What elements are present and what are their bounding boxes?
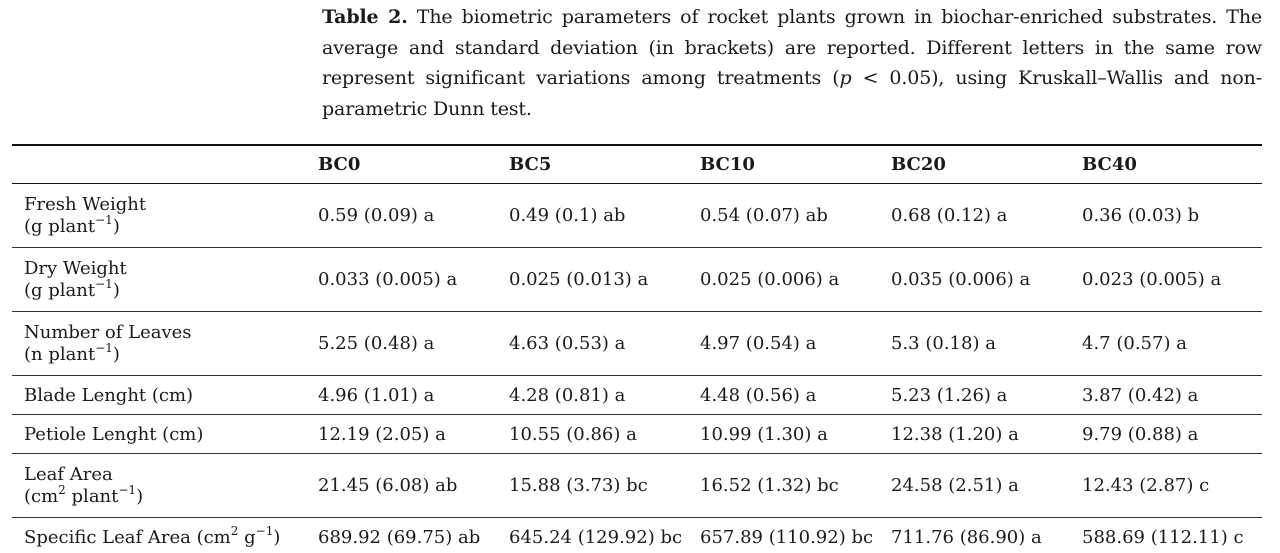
- param-name: Dry Weight: [24, 257, 127, 279]
- cell-bc20: 0.68 (0.12) a: [891, 183, 1082, 248]
- table-row: Fresh Weight (g plant−1) 0.59 (0.09) a 0…: [12, 183, 1262, 248]
- table-header: BC0 BC5 BC10 BC20 BC40: [12, 144, 1262, 184]
- cell-bc10: 10.99 (1.30) a: [700, 414, 891, 454]
- param-unit: (g plant−1): [24, 276, 318, 302]
- unit-sup: −1: [95, 340, 113, 355]
- cell-bc5: 4.63 (0.53) a: [509, 311, 700, 376]
- cell-bc40: 4.7 (0.57) a: [1082, 311, 1262, 376]
- row-label: Number of Leaves (n plant−1): [12, 311, 318, 376]
- cell-bc20: 24.58 (2.51) a: [891, 453, 1082, 518]
- param-unit: (cm2 plant−1): [24, 482, 318, 508]
- row-label: Leaf Area (cm2 plant−1): [12, 453, 318, 518]
- cell-bc0: 4.96 (1.01) a: [318, 375, 509, 415]
- table-row: Leaf Area (cm2 plant−1) 21.45 (6.08) ab …: [12, 453, 1262, 518]
- table-row: Dry Weight (g plant−1) 0.033 (0.005) a 0…: [12, 247, 1262, 312]
- param-text: ): [273, 526, 281, 548]
- cell-bc5: 10.55 (0.86) a: [509, 414, 700, 454]
- row-label: Specific Leaf Area (cm2 g−1): [12, 517, 318, 553]
- header-bc10: BC10: [700, 144, 891, 184]
- cell-bc40: 12.43 (2.87) c: [1082, 453, 1262, 518]
- cell-bc5: 0.025 (0.013) a: [509, 247, 700, 312]
- table-row: Petiole Lenght (cm) 12.19 (2.05) a 10.55…: [12, 414, 1262, 454]
- param-name: Fresh Weight: [24, 193, 147, 215]
- caption-text-1: The biometric parameters of rocket plant…: [322, 6, 1262, 89]
- unit-sup: 2: [58, 482, 66, 497]
- header-parameter: [12, 144, 318, 184]
- cell-bc10: 4.97 (0.54) a: [700, 311, 891, 376]
- cell-bc5: 0.49 (0.1) ab: [509, 183, 700, 248]
- header-bc0: BC0: [318, 144, 509, 184]
- cell-bc0: 0.033 (0.005) a: [318, 247, 509, 312]
- unit-sup: −1: [118, 482, 137, 497]
- cell-bc0: 0.59 (0.09) a: [318, 183, 509, 248]
- cell-bc20: 5.3 (0.18) a: [891, 311, 1082, 376]
- cell-bc40: 3.87 (0.42) a: [1082, 375, 1262, 415]
- row-label: Petiole Lenght (cm): [12, 414, 318, 454]
- table-row: Number of Leaves (n plant−1) 5.25 (0.48)…: [12, 311, 1262, 376]
- table-body: Fresh Weight (g plant−1) 0.59 (0.09) a 0…: [12, 183, 1262, 553]
- unit-text: (g plant: [24, 279, 96, 301]
- caption-text-2: < 0.05), using Kruskall–Wallis and non-p…: [322, 67, 1262, 120]
- header-bc40: BC40: [1082, 144, 1262, 184]
- cell-bc10: 0.025 (0.006) a: [700, 247, 891, 312]
- cell-bc40: 0.023 (0.005) a: [1082, 247, 1262, 312]
- row-label: Fresh Weight (g plant−1): [12, 183, 318, 248]
- cell-bc0: 689.92 (69.75) ab: [318, 517, 509, 553]
- table-row: Specific Leaf Area (cm2 g−1) 689.92 (69.…: [12, 517, 1262, 553]
- cell-bc10: 657.89 (110.92) bc: [700, 517, 891, 553]
- unit-text: (n plant: [24, 343, 96, 365]
- caption-p-symbol: p: [839, 67, 852, 89]
- param-text: g: [238, 526, 256, 548]
- unit-sup: −1: [95, 276, 113, 291]
- table-row: Blade Lenght (cm) 4.96 (1.01) a 4.28 (0.…: [12, 375, 1262, 415]
- cell-bc10: 16.52 (1.32) bc: [700, 453, 891, 518]
- unit-text: ): [112, 279, 120, 301]
- param-name: Leaf Area: [24, 463, 113, 485]
- unit-text: ): [112, 215, 120, 237]
- cell-bc0: 21.45 (6.08) ab: [318, 453, 509, 518]
- param-unit: (g plant−1): [24, 212, 318, 238]
- cell-bc40: 0.36 (0.03) b: [1082, 183, 1262, 248]
- cell-bc0: 5.25 (0.48) a: [318, 311, 509, 376]
- header-bc5: BC5: [509, 144, 700, 184]
- param-name: Number of Leaves: [24, 321, 192, 343]
- cell-bc20: 711.76 (86.90) a: [891, 517, 1082, 553]
- cell-bc40: 9.79 (0.88) a: [1082, 414, 1262, 454]
- cell-bc10: 4.48 (0.56) a: [700, 375, 891, 415]
- cell-bc5: 15.88 (3.73) bc: [509, 453, 700, 518]
- cell-bc40: 588.69 (112.11) c: [1082, 517, 1262, 553]
- param-text: Specific Leaf Area (cm: [24, 526, 231, 548]
- row-label: Blade Lenght (cm): [12, 375, 318, 415]
- unit-sup: −1: [95, 212, 113, 227]
- unit-text: (g plant: [24, 215, 96, 237]
- caption-label: Table 2.: [322, 6, 408, 28]
- cell-bc20: 12.38 (1.20) a: [891, 414, 1082, 454]
- unit-text: (cm: [24, 485, 59, 507]
- table-caption: Table 2. The biometric parameters of roc…: [322, 2, 1262, 124]
- unit-text: plant: [65, 485, 119, 507]
- unit-text: ): [112, 343, 120, 365]
- cell-bc0: 12.19 (2.05) a: [318, 414, 509, 454]
- param-unit: (n plant−1): [24, 340, 318, 366]
- row-label: Dry Weight (g plant−1): [12, 247, 318, 312]
- header-bc20: BC20: [891, 144, 1082, 184]
- cell-bc20: 5.23 (1.26) a: [891, 375, 1082, 415]
- param-sup: 2: [230, 523, 239, 538]
- cell-bc10: 0.54 (0.07) ab: [700, 183, 891, 248]
- cell-bc20: 0.035 (0.006) a: [891, 247, 1082, 312]
- biometric-table: BC0 BC5 BC10 BC20 BC40 Fresh Weight (g p…: [12, 144, 1262, 553]
- cell-bc5: 4.28 (0.81) a: [509, 375, 700, 415]
- param-sup: −1: [255, 523, 274, 538]
- cell-bc5: 645.24 (129.92) bc: [509, 517, 700, 553]
- unit-text: ): [136, 485, 144, 507]
